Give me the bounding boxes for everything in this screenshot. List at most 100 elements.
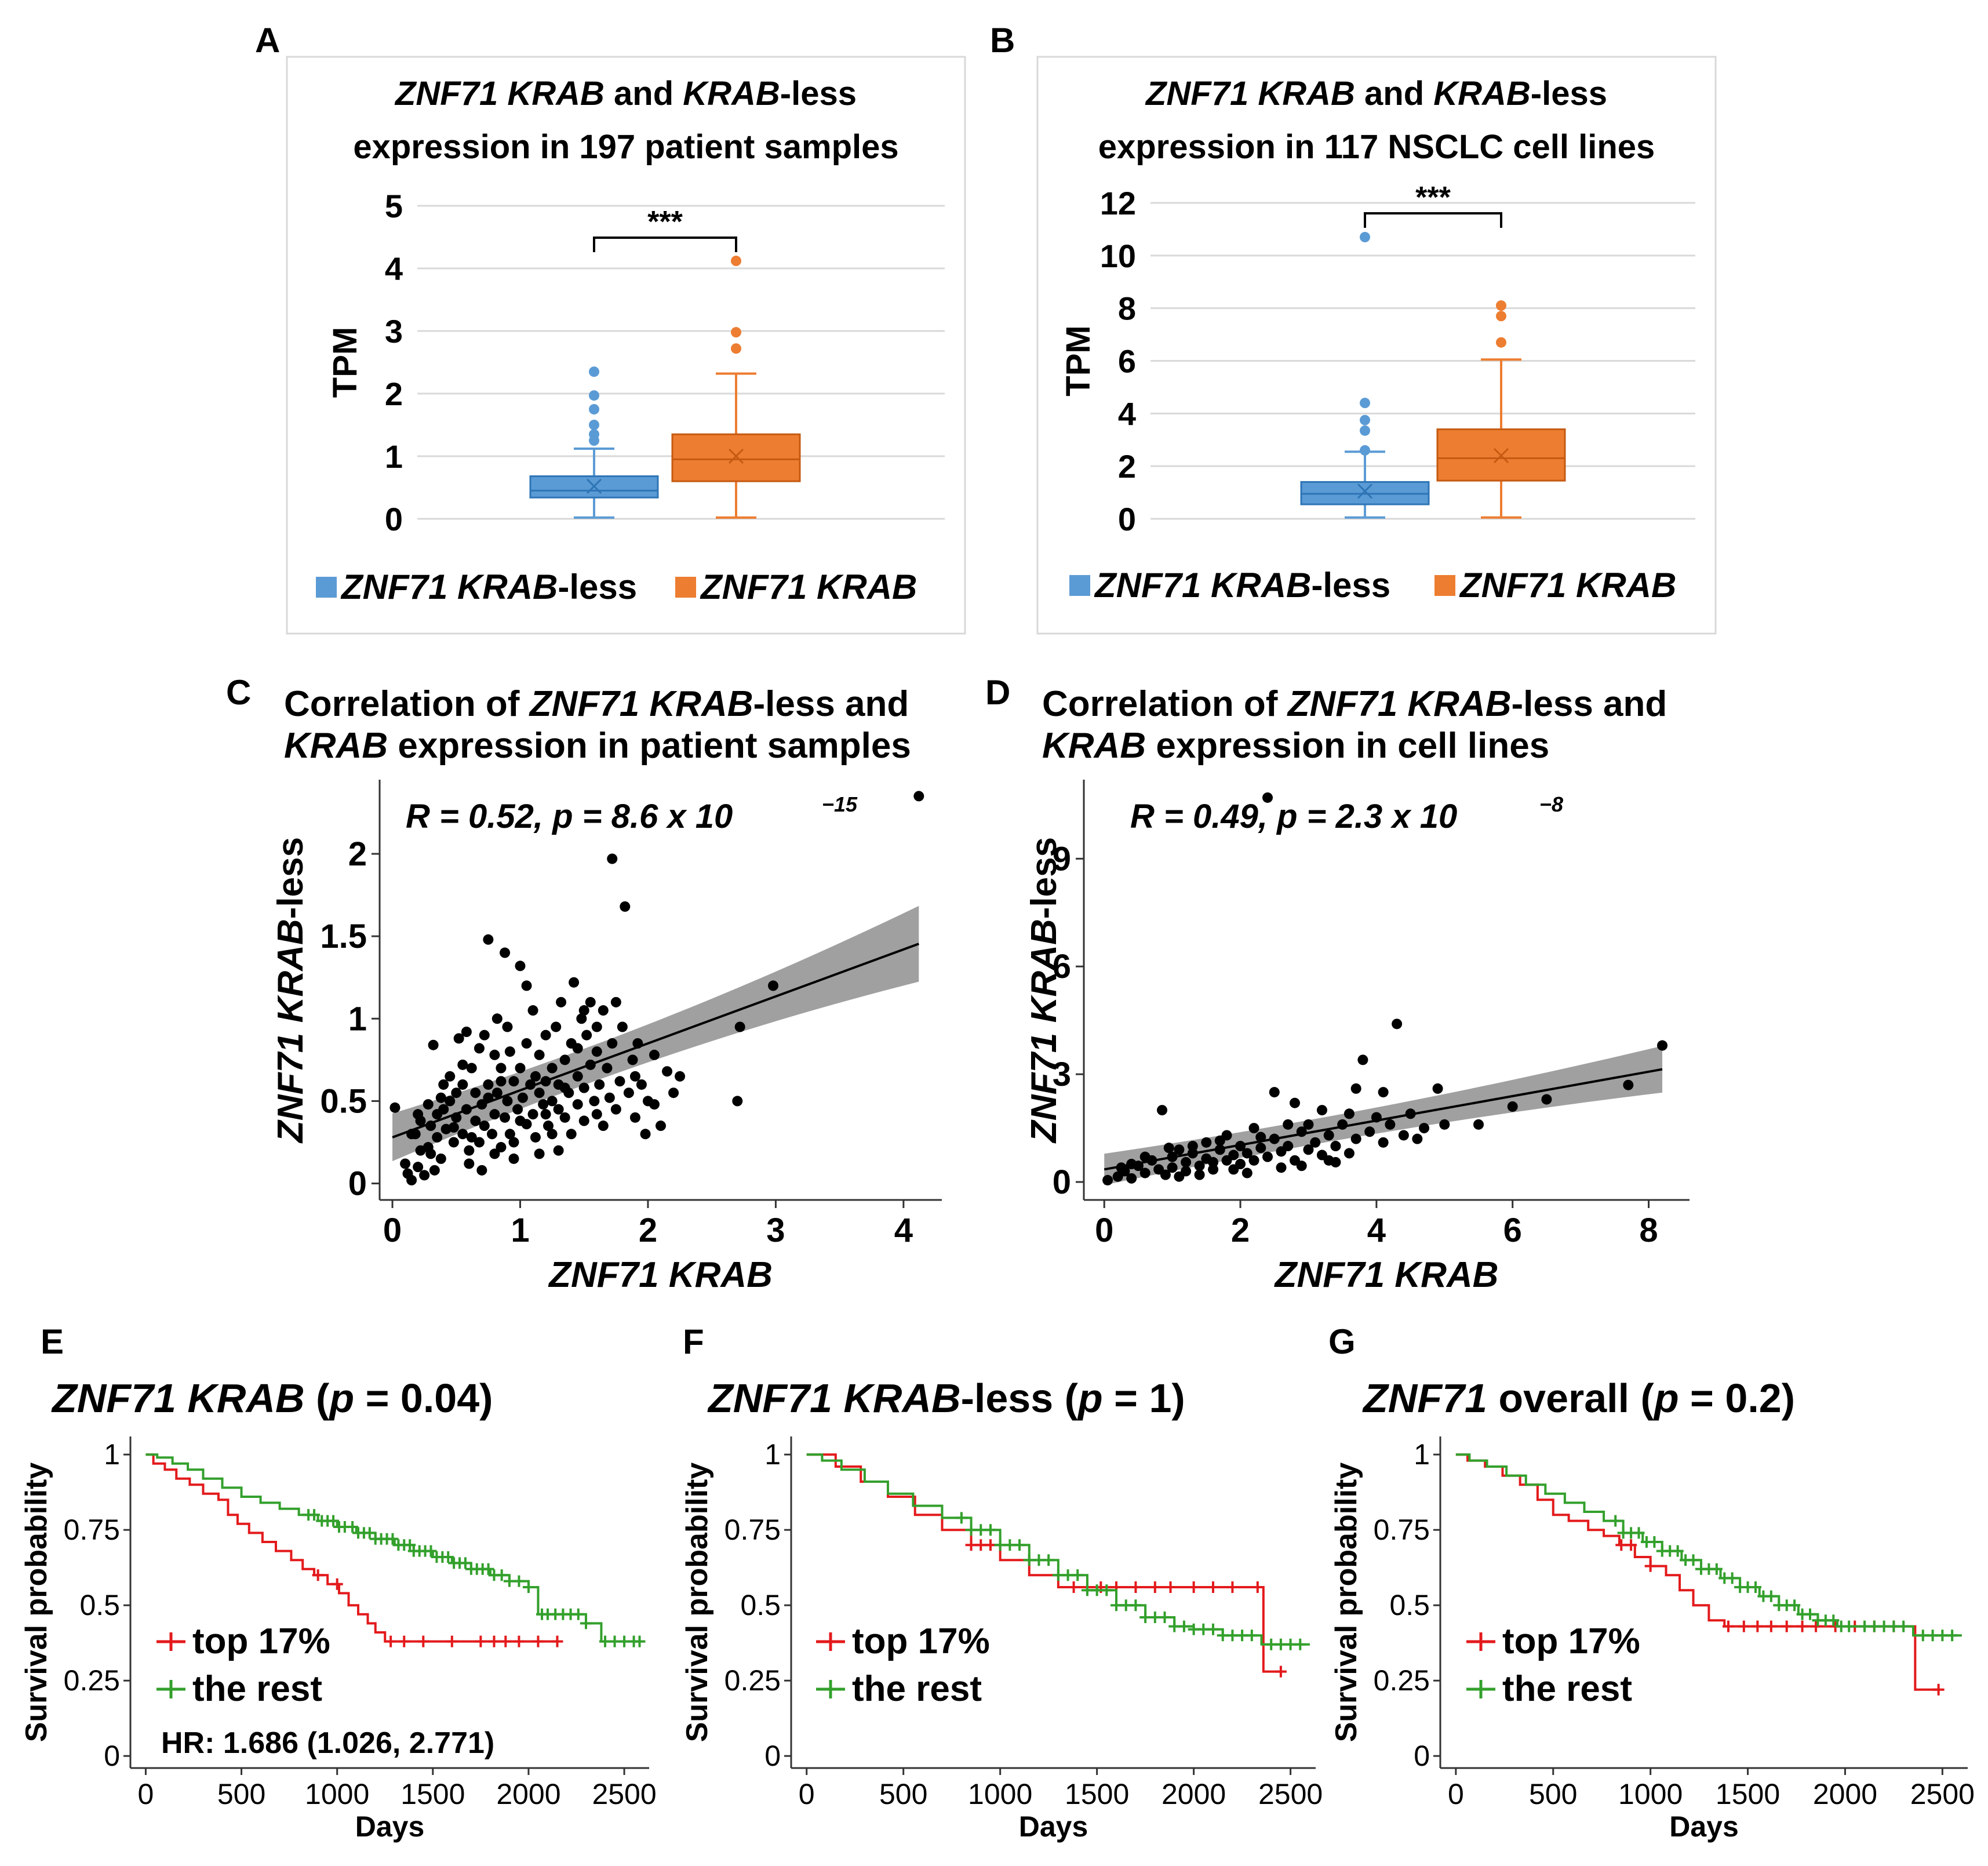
data-point: [1473, 1119, 1484, 1130]
text-run: HR: 1.686 (1.026, 2.771): [161, 1726, 494, 1760]
data-point: [540, 1030, 551, 1041]
text-run: 2000: [1162, 1778, 1226, 1810]
data-point: [1289, 1097, 1300, 1108]
text-run: 1: [1414, 1438, 1430, 1471]
data-point: [512, 1104, 523, 1115]
text-run: C: [226, 673, 251, 712]
censor-mark: [1722, 1620, 1734, 1632]
censor-mark: [1236, 1629, 1248, 1642]
data-point: [1269, 1087, 1280, 1098]
text-run: 0.75: [724, 1514, 781, 1546]
data-point: [662, 1066, 673, 1077]
y-tick-label: 1: [385, 438, 403, 475]
text-run: 0: [1414, 1740, 1430, 1772]
censor-mark: [1936, 1629, 1949, 1642]
data-point: [620, 901, 631, 912]
x-axis-label: Days: [355, 1810, 425, 1843]
data-point: [1385, 1119, 1396, 1130]
data-point: [489, 1049, 500, 1060]
x-axis-label: ZNF71 KRAB: [1274, 1255, 1499, 1295]
text-run: -less: [558, 568, 637, 606]
chart-title: ZNF71 KRAB and KRAB-less: [1145, 75, 1607, 112]
y-tick-label: 0.5: [1389, 1589, 1430, 1621]
text-run: KRAB: [1433, 75, 1531, 112]
data-point: [1194, 1161, 1205, 1172]
text-run: -less: [271, 837, 311, 919]
y-tick-label: 6: [1118, 343, 1136, 380]
panel-label-B: B: [990, 21, 1015, 60]
censor-mark: [1294, 1638, 1306, 1650]
chart-title: Correlation of ZNF71 KRAB-less and: [1042, 684, 1667, 724]
censor-mark: [1033, 1554, 1045, 1566]
outlier-point: [731, 343, 741, 354]
data-point: [457, 1079, 468, 1090]
data-point: [435, 1092, 446, 1103]
x-tick-label: 0: [383, 1212, 402, 1249]
data-point: [632, 1038, 643, 1049]
text-run: p: [1653, 1376, 1679, 1421]
censor-mark: [1927, 1629, 1939, 1642]
censor-mark: [1726, 1572, 1738, 1584]
legend-marker: [156, 1680, 185, 1698]
text-run: 4: [1367, 1212, 1386, 1249]
censor-mark: [347, 1521, 359, 1533]
censor-mark: [1644, 1560, 1656, 1572]
censor-mark: [1072, 1569, 1084, 1581]
legend-label: ZNF71 KRAB: [1459, 566, 1676, 605]
y-tick-label: 0: [385, 501, 403, 537]
data-point: [466, 1063, 477, 1074]
censor-mark: [1120, 1599, 1132, 1612]
text-run: Days: [1669, 1810, 1739, 1843]
censor-mark: [1207, 1623, 1219, 1635]
text-run: 0: [383, 1212, 402, 1249]
text-run: 500: [879, 1778, 927, 1810]
data-point: [429, 1165, 440, 1176]
text-run: Survival probability: [680, 1463, 714, 1743]
text-run: 4: [1118, 395, 1136, 432]
censor-mark: [482, 1563, 494, 1575]
text-run: Days: [355, 1810, 425, 1843]
censor-mark: [1149, 1612, 1161, 1623]
data-point: [476, 1165, 487, 1176]
data-point: [649, 1099, 660, 1110]
y-tick-label: 0.75: [724, 1514, 781, 1546]
data-point: [1507, 1101, 1518, 1112]
censor-mark: [1868, 1620, 1880, 1632]
y-tick-label: 0.5: [79, 1589, 120, 1621]
y-tick-label: 10: [1100, 238, 1136, 274]
data-point: [547, 1096, 558, 1107]
data-point: [1214, 1144, 1225, 1155]
data-point: [515, 1063, 526, 1074]
x-tick-label: 2500: [1258, 1778, 1323, 1810]
y-tick-label: 0.75: [64, 1514, 120, 1546]
legend-swatch: [675, 577, 696, 598]
text-run: expression in cell lines: [1146, 726, 1549, 766]
text-run: TPM: [326, 327, 364, 398]
data-point: [483, 1079, 494, 1090]
text-run: 6: [1503, 1212, 1522, 1249]
text-run: 2000: [496, 1778, 560, 1810]
significance-bracket: [1364, 212, 1502, 228]
y-tick-label: 0: [764, 1740, 781, 1772]
x-tick-label: 0: [1448, 1778, 1464, 1810]
y-axis-label: Survival probability: [20, 1463, 53, 1743]
data-point: [1541, 1094, 1552, 1105]
y-tick-label: 0: [104, 1740, 120, 1772]
y-tick-label: 8: [1118, 290, 1136, 327]
censor-mark: [459, 1557, 471, 1569]
legend-label: top 17%: [1502, 1621, 1640, 1661]
mean-marker: [1493, 448, 1509, 464]
data-point: [445, 1071, 456, 1082]
data-point: [547, 1129, 558, 1140]
legend-marker: [156, 1632, 185, 1651]
text-run: and: [605, 75, 683, 112]
censor-mark: [1648, 1536, 1661, 1548]
text-run: 1000: [305, 1778, 369, 1810]
text-run: ZNF71 KRAB: [1274, 1255, 1499, 1295]
x-tick-label: 2: [1231, 1212, 1250, 1249]
outlier-point: [1496, 337, 1506, 348]
data-point: [627, 1054, 638, 1065]
outlier-point: [731, 327, 741, 338]
chart-title: expression in 117 NSCLC cell lines: [1098, 128, 1655, 166]
text-run: 2500: [592, 1778, 656, 1810]
